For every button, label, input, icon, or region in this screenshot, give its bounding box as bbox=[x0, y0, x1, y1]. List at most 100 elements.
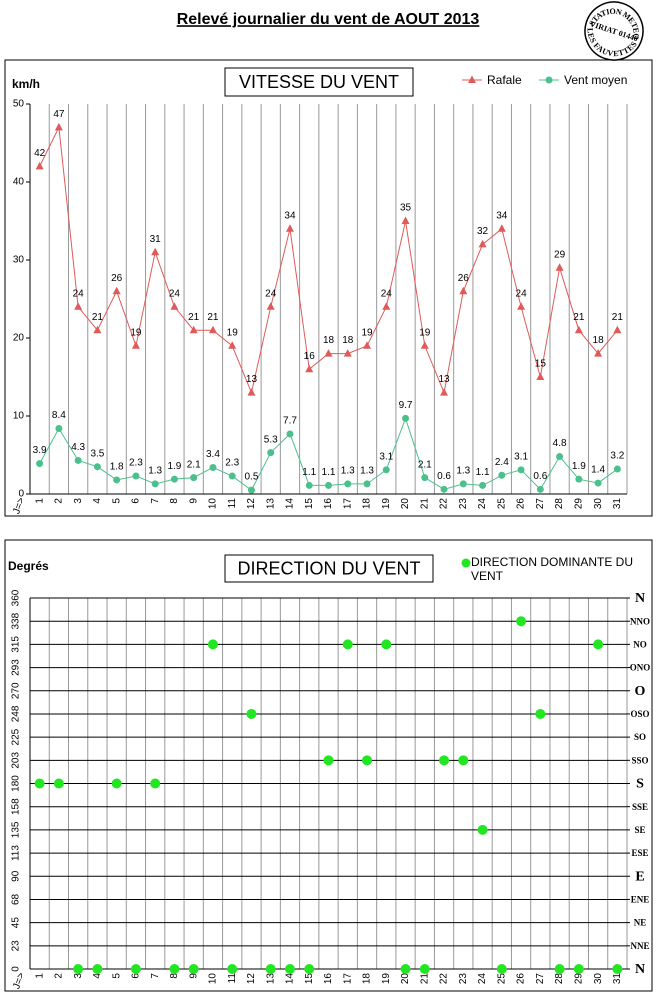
data-point bbox=[266, 302, 275, 310]
x-tick-label: 5 bbox=[111, 973, 122, 979]
data-point bbox=[382, 302, 391, 310]
legend-label: Rafale bbox=[487, 73, 522, 87]
y2-tick-label: NO bbox=[633, 639, 647, 649]
chart-title: VITESSE DU VENT bbox=[239, 72, 399, 92]
x-tick-label: 20 bbox=[400, 498, 411, 510]
x-tick-label: 11 bbox=[227, 973, 238, 984]
x-tick-label: 1 bbox=[34, 973, 45, 979]
data-point bbox=[468, 75, 476, 83]
data-label: 24 bbox=[516, 288, 528, 299]
data-label: 24 bbox=[169, 288, 181, 299]
data-point bbox=[304, 964, 315, 974]
y-tick-label: 338 bbox=[11, 612, 22, 629]
data-point bbox=[516, 616, 527, 627]
y-tick-label: 113 bbox=[11, 845, 22, 861]
stamp-ring bbox=[584, 1, 644, 61]
x-tick-label: 16 bbox=[323, 973, 334, 985]
data-label: 3.5 bbox=[90, 448, 104, 459]
x-tick-label: 9 bbox=[188, 498, 199, 504]
data-point bbox=[323, 755, 334, 766]
data-point bbox=[190, 474, 198, 482]
y-tick-label: 180 bbox=[11, 775, 22, 792]
data-label: 3.1 bbox=[379, 451, 393, 462]
data-label: 4.8 bbox=[553, 438, 567, 449]
x-tick-label: 2 bbox=[54, 498, 65, 504]
x-tick-label: 8 bbox=[169, 498, 180, 504]
data-label: 1.9 bbox=[572, 461, 586, 472]
x-tick-label: 31 bbox=[612, 973, 623, 985]
data-label: 21 bbox=[207, 312, 219, 323]
x-tick-label: 6 bbox=[131, 498, 142, 504]
data-label: 0.5 bbox=[245, 472, 259, 483]
data-point bbox=[496, 964, 507, 974]
y-tick-label: 40 bbox=[13, 177, 25, 188]
data-point bbox=[545, 76, 553, 84]
y2-tick-label: NNO bbox=[630, 616, 650, 626]
data-point bbox=[363, 480, 371, 488]
data-label: 18 bbox=[593, 335, 605, 346]
data-label: 32 bbox=[477, 226, 489, 237]
data-label: 13 bbox=[438, 374, 450, 385]
y2-tick-label: SO bbox=[634, 732, 646, 742]
data-label: 1.8 bbox=[110, 462, 124, 473]
data-point bbox=[363, 341, 372, 349]
data-label: 9.7 bbox=[399, 400, 413, 411]
x-tick-label: 4 bbox=[92, 498, 103, 504]
data-point bbox=[517, 302, 526, 310]
data-point bbox=[440, 485, 448, 493]
chart-title: DIRECTION DU VENT bbox=[237, 558, 420, 578]
data-point bbox=[247, 486, 255, 494]
data-point bbox=[517, 466, 525, 474]
data-point bbox=[207, 639, 218, 650]
data-point bbox=[613, 325, 622, 334]
y-tick-label: 68 bbox=[11, 893, 22, 905]
x-tick-label: 3 bbox=[73, 498, 84, 504]
y-tick-label: 270 bbox=[11, 682, 22, 699]
data-point bbox=[93, 325, 102, 334]
x-tick-label: 17 bbox=[342, 498, 353, 510]
data-label: 1.3 bbox=[148, 466, 162, 477]
data-point bbox=[131, 341, 140, 349]
x-tick-label: 19 bbox=[381, 973, 392, 985]
data-point bbox=[324, 349, 333, 357]
data-point bbox=[459, 480, 467, 488]
x-tick-label: 14 bbox=[285, 498, 296, 510]
y-tick-label: 293 bbox=[11, 659, 22, 676]
data-point bbox=[440, 388, 449, 396]
x-tick-label: 3 bbox=[73, 973, 84, 979]
data-label: 19 bbox=[419, 327, 431, 338]
data-point bbox=[458, 755, 469, 766]
x-tick-label: 18 bbox=[362, 973, 373, 985]
data-label: 1.3 bbox=[456, 466, 470, 477]
y-tick-label: 20 bbox=[13, 333, 25, 344]
data-label: 3.9 bbox=[33, 445, 47, 456]
chart-title-box bbox=[224, 67, 414, 97]
x-tick-label: 12 bbox=[246, 973, 257, 985]
data-point bbox=[402, 414, 410, 422]
data-point bbox=[228, 472, 236, 480]
data-label: 0.6 bbox=[533, 471, 547, 482]
data-point bbox=[478, 239, 487, 248]
y2-tick-label: ESE bbox=[631, 848, 648, 858]
data-label: 2.3 bbox=[129, 458, 143, 469]
data-point bbox=[285, 224, 294, 232]
x-tick-label: 13 bbox=[265, 498, 276, 510]
legend-label: DIRECTION DOMINANTE DU VENT bbox=[471, 555, 633, 583]
y-tick-label: 360 bbox=[11, 589, 22, 606]
data-point bbox=[325, 481, 332, 489]
x-tick-label: 7 bbox=[150, 498, 161, 504]
data-point bbox=[132, 472, 140, 480]
x-tick-label: 20 bbox=[400, 973, 411, 985]
y2-tick-label: SSE bbox=[632, 802, 648, 812]
x-tick-label: 11 bbox=[227, 498, 238, 509]
y-tick-label: 158 bbox=[11, 798, 22, 815]
y2-tick-label: ENE bbox=[631, 895, 650, 905]
x-tick-label: 24 bbox=[477, 498, 488, 510]
data-point bbox=[265, 964, 276, 974]
data-point bbox=[594, 349, 603, 357]
data-label: 2.4 bbox=[495, 457, 509, 468]
data-label: 3.1 bbox=[514, 451, 528, 462]
data-label: 2.1 bbox=[418, 459, 432, 470]
